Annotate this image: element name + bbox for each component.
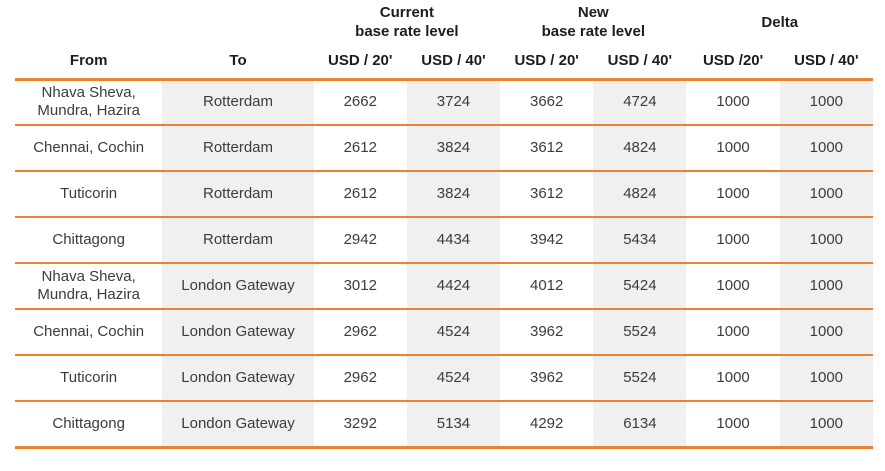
table-row: Nhava Sheva, Mundra, Hazira Rotterdam 2662… [15,79,873,125]
table-row: Chennai, Cochin Rotterdam 2612 3824 3612 4824… [15,125,873,171]
column-header-current-usd20: USD / 20' [328,52,393,70]
header-spacer [15,2,314,44]
column-header-current-usd40: USD / 40' [421,52,486,70]
cell-current-usd40: 4434 [406,217,501,263]
cell-current-usd40: 3824 [406,171,501,217]
table-row: Chittagong London Gateway 3292 5134 4292 6134… [15,401,873,447]
cell-new-usd20: 4292 [529,414,564,432]
cell-delta-usd40: 1000 [779,401,873,447]
cell-delta-usd20: 1000 [716,93,750,111]
table-row: Chennai, Cochin London Gateway 2962 4524 396… [15,309,873,355]
cell-delta-usd40: 1000 [779,171,873,217]
cell-delta-usd20: 1000 [716,139,750,156]
cell-to: London Gateway [162,401,314,447]
column-header-row: From To USD / 20' USD / 40' USD / 20' USD / 4… [15,44,873,79]
cell-from: Chittagong [52,414,125,432]
table-row: Chittagong Rotterdam 2942 4434 3942 5434 1000 1… [15,217,873,263]
table-row: Tuticorin London Gateway 2962 4524 3962 5524 1… [15,355,873,401]
cell-new-usd40: 4824 [593,171,687,217]
cell-new-usd20: 3662 [529,93,564,111]
cell-from: Chittagong [52,231,125,248]
cell-current-usd20: 2612 [343,185,377,202]
cell-new-usd20: 3942 [529,231,564,248]
rate-table-page: Current base rate level New base rate le… [15,2,873,449]
cell-new-usd20: 4012 [529,277,564,294]
cell-current-usd20: 2962 [343,369,377,386]
cell-new-usd20: 3962 [529,369,564,386]
cell-current-usd20: 3012 [343,277,377,294]
cell-current-usd40: 4524 [406,355,501,401]
cell-to: Rotterdam [162,171,314,217]
cell-delta-usd40: 1000 [779,309,873,355]
column-header-delta-usd20: USD /20' [702,52,764,70]
cell-new-usd40: 4724 [593,79,687,125]
cell-from: Chennai, Cochin [33,323,145,340]
table-header: Current base rate level New base rate le… [15,2,873,79]
group-header-row: Current base rate level New base rate le… [15,2,873,44]
cell-current-usd40: 3824 [406,125,501,171]
cell-new-usd40: 5524 [593,355,687,401]
column-header-new-usd40: USD / 40' [607,52,673,70]
cell-new-usd40: 6134 [593,401,687,447]
cell-current-usd20: 3292 [343,414,377,432]
cell-current-usd40: 3724 [406,79,501,125]
group-header-new: New base rate level [541,4,645,40]
cell-current-usd40: 4524 [406,309,501,355]
group-header-current: Current base rate level [355,4,459,40]
cell-delta-usd40: 1000 [779,355,873,401]
cell-new-usd20: 3962 [529,323,564,340]
cell-current-usd20: 2962 [343,323,377,340]
group-header-delta: Delta [761,13,799,31]
cell-new-usd20: 3612 [529,185,564,202]
cell-to: London Gateway [162,263,314,309]
cell-current-usd20: 2662 [343,93,377,111]
cell-delta-usd20: 1000 [716,414,750,432]
cell-to: Rotterdam [162,125,314,171]
cell-from: Tuticorin [60,369,118,386]
column-header-delta-usd40: USD / 40' [794,52,859,70]
cell-to: Rotterdam [162,217,314,263]
cell-new-usd40: 5434 [593,217,687,263]
cell-delta-usd20: 1000 [716,231,750,248]
cell-new-usd40: 4824 [593,125,687,171]
cell-to: London Gateway [162,355,314,401]
cell-delta-usd40: 1000 [779,217,873,263]
cell-from: Nhava Sheva, Mundra, Hazira [37,84,140,120]
cell-from: Tuticorin [60,185,118,202]
cell-to: Rotterdam [162,79,314,125]
table-row: Tuticorin Rotterdam 2612 3824 3612 4824 1000 10… [15,171,873,217]
cell-delta-usd20: 1000 [716,323,750,340]
cell-current-usd40: 4424 [406,263,501,309]
cell-current-usd20: 2942 [343,231,377,248]
cell-new-usd20: 3612 [529,139,564,156]
column-header-new-usd20: USD / 20' [514,52,579,70]
cell-delta-usd40: 1000 [779,79,873,125]
cell-from: Nhava Sheva, Mundra, Hazira [37,268,140,303]
cell-current-usd20: 2612 [343,139,377,156]
cell-from: Chennai, Cochin [33,139,145,156]
cell-delta-usd40: 1000 [779,125,873,171]
cell-delta-usd20: 1000 [716,369,750,386]
column-header-to: To [229,52,247,70]
base-rate-table: Current base rate level New base rate le… [15,2,873,449]
table-body: Nhava Sheva, Mundra, Hazira Rotterdam 2662… [15,79,873,447]
cell-current-usd40: 5134 [406,401,501,447]
cell-new-usd40: 5424 [593,263,687,309]
cell-to: London Gateway [162,309,314,355]
cell-delta-usd20: 1000 [716,277,750,294]
cell-delta-usd40: 1000 [779,263,873,309]
cell-new-usd40: 5524 [593,309,687,355]
table-row: Nhava Sheva, Mundra, Hazira London Gatewa… [15,263,873,309]
cell-delta-usd20: 1000 [716,185,750,202]
column-header-from: From [69,52,108,70]
